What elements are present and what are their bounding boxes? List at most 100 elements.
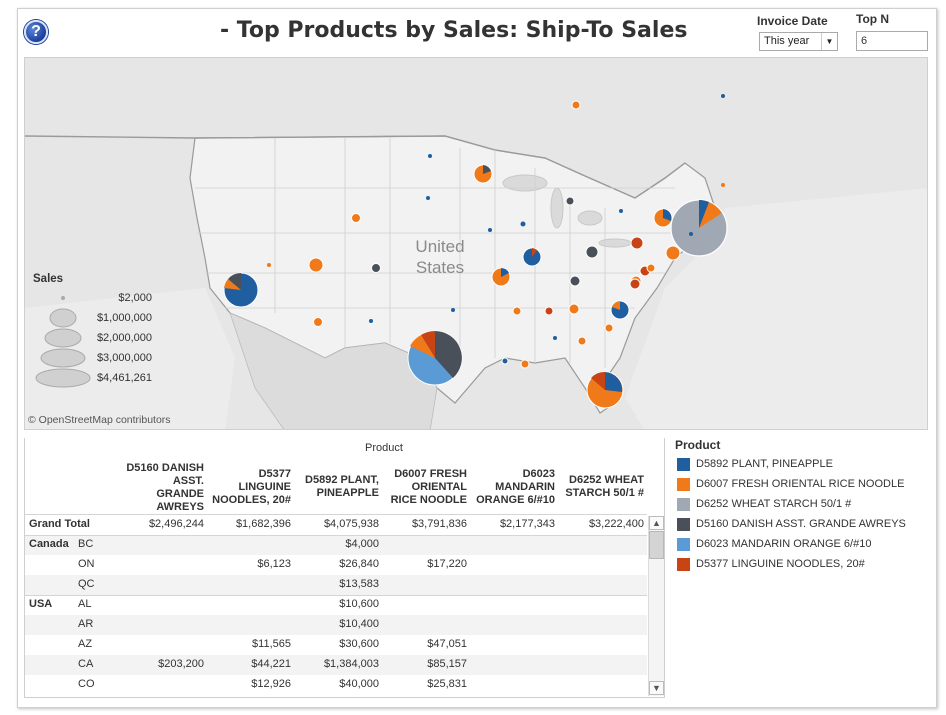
map-attribution[interactable]: © OpenStreetMap contributors	[28, 414, 171, 426]
sales-legend-label: $2,000	[95, 292, 152, 304]
pie-california	[224, 273, 258, 307]
table-cell[interactable]: $13,583	[294, 578, 379, 590]
table-cell[interactable]: $2,177,343	[470, 518, 555, 530]
table-cell[interactable]: $4,000	[294, 538, 379, 550]
map-label-states: States	[416, 258, 464, 277]
pie-slice[interactable]	[488, 228, 492, 232]
pie-slice[interactable]	[553, 336, 557, 340]
pie-slice[interactable]	[372, 264, 381, 273]
column-header-d6252[interactable]: D6252 WHEAT STARCH 50/1 #	[557, 474, 644, 500]
table-cell[interactable]: $203,200	[120, 658, 204, 670]
pie-slice[interactable]	[309, 258, 323, 272]
table-cell[interactable]: $3,791,836	[382, 518, 467, 530]
table-cell[interactable]: $11,565	[206, 638, 291, 650]
chevron-down-icon[interactable]: ▼	[821, 33, 837, 50]
table-cell[interactable]: $25,831	[382, 678, 467, 690]
map-canvas: United States	[25, 58, 928, 430]
pie-slice[interactable]	[631, 237, 643, 249]
pie-slice[interactable]	[647, 264, 655, 272]
column-header-d6007[interactable]: D6007 FRESH ORIENTAL RICE NOODLE	[384, 468, 467, 507]
row-label-state: AL	[78, 598, 91, 610]
row-label-state: ON	[78, 558, 95, 570]
pie-texas	[408, 331, 462, 385]
column-header-d5892[interactable]: D5892 PLANT, PINEAPPLE	[296, 474, 379, 500]
legend-swatch	[677, 518, 690, 531]
pie-slice[interactable]	[619, 209, 623, 213]
sales-size-marker	[61, 296, 65, 300]
pie-slice[interactable]	[630, 279, 640, 289]
product-column-header: Product	[365, 442, 403, 454]
column-header-d5377[interactable]: D5377 LINGUINE NOODLES, 20#	[206, 468, 291, 507]
product-legend-title: Product	[675, 438, 720, 452]
legend-item-d6023[interactable]: D6023 MANDARIN ORANGE 6/#10	[677, 537, 871, 551]
chevron-up-icon[interactable]: ▲	[649, 516, 664, 530]
pie-slice[interactable]	[428, 154, 432, 158]
pie-slice[interactable]	[502, 358, 508, 364]
invoice-date-select[interactable]: This year ▼	[759, 32, 838, 51]
sales-legend-label: $2,000,000	[95, 332, 152, 344]
legend-swatch	[677, 538, 690, 551]
header-divider	[25, 514, 647, 515]
page-title: - Top Products by Sales: Ship-To Sales	[220, 18, 780, 43]
legend-item-d6007[interactable]: D6007 FRESH ORIENTAL RICE NOODLE	[677, 477, 904, 491]
table-cell[interactable]: $44,221	[206, 658, 291, 670]
column-header-d6023[interactable]: D6023 MANDARIN ORANGE 6/#10	[470, 468, 555, 507]
sales-map[interactable]: United States	[24, 57, 928, 430]
table-cell[interactable]: $17,220	[382, 558, 467, 570]
pie-slice[interactable]	[352, 214, 361, 223]
table-cell[interactable]: $85,157	[382, 658, 467, 670]
pie-slice[interactable]	[426, 196, 430, 200]
pie-slice[interactable]	[521, 360, 529, 368]
table-cell[interactable]: $12,926	[206, 678, 291, 690]
topn-input[interactable]	[856, 31, 928, 51]
column-header-d5160[interactable]: D5160 DANISH ASST. GRANDE AWREYS	[120, 462, 204, 514]
pie-slice[interactable]	[451, 308, 455, 312]
pie-slice[interactable]	[721, 183, 725, 187]
table-cell[interactable]: $10,400	[294, 618, 379, 630]
pie-slice[interactable]	[721, 94, 725, 98]
chevron-down-icon[interactable]: ▼	[649, 681, 664, 695]
table-cell[interactable]: $10,600	[294, 598, 379, 610]
pie-slice[interactable]	[666, 246, 680, 260]
pie-slice[interactable]	[566, 197, 574, 205]
sales-legend-shapes	[33, 290, 93, 390]
pie-slice[interactable]	[586, 246, 598, 258]
sales-size-marker	[36, 369, 90, 387]
pie-slice[interactable]	[545, 307, 553, 315]
row-label-country: Canada	[29, 538, 69, 550]
legend-item-d5160[interactable]: D5160 DANISH ASST. GRANDE AWREYS	[677, 517, 906, 531]
row-divider	[25, 535, 647, 536]
pie-slice[interactable]	[578, 337, 586, 345]
pie-slice[interactable]	[572, 101, 580, 109]
table-cell[interactable]: $30,600	[294, 638, 379, 650]
table-cell[interactable]: $6,123	[206, 558, 291, 570]
map-label-united: United	[415, 237, 464, 256]
table-cell[interactable]: $40,000	[294, 678, 379, 690]
table-cell[interactable]: $2,496,244	[120, 518, 204, 530]
pie-slice[interactable]	[569, 304, 579, 314]
pie-slice[interactable]	[689, 232, 693, 236]
row-label-state: CO	[78, 678, 95, 690]
scrollbar-thumb[interactable]	[649, 531, 664, 559]
legend-swatch	[677, 478, 690, 491]
pie-slice[interactable]	[369, 319, 373, 323]
table-cell[interactable]: $1,682,396	[206, 518, 291, 530]
table-cell[interactable]: $1,384,003	[294, 658, 379, 670]
table-cell[interactable]: $47,051	[382, 638, 467, 650]
pie-slice[interactable]	[314, 318, 323, 327]
help-icon[interactable]: ?	[24, 20, 48, 44]
table-cell[interactable]: $4,075,938	[294, 518, 379, 530]
pie-slice[interactable]	[513, 307, 521, 315]
table-cell[interactable]: $3,222,400	[557, 518, 644, 530]
row-label-grand-total: Grand Total	[29, 518, 90, 530]
pie-slice[interactable]	[605, 324, 613, 332]
table-cell[interactable]: $26,840	[294, 558, 379, 570]
pie-slice[interactable]	[570, 276, 580, 286]
legend-swatch	[677, 458, 690, 471]
pie-slice[interactable]	[267, 263, 271, 267]
legend-item-d6252[interactable]: D6252 WHEAT STARCH 50/1 #	[677, 497, 851, 511]
legend-item-d5377[interactable]: D5377 LINGUINE NOODLES, 20#	[677, 557, 865, 571]
sales-size-marker	[41, 349, 85, 367]
pie-slice[interactable]	[521, 222, 526, 227]
legend-item-d5892[interactable]: D5892 PLANT, PINEAPPLE	[677, 457, 833, 471]
